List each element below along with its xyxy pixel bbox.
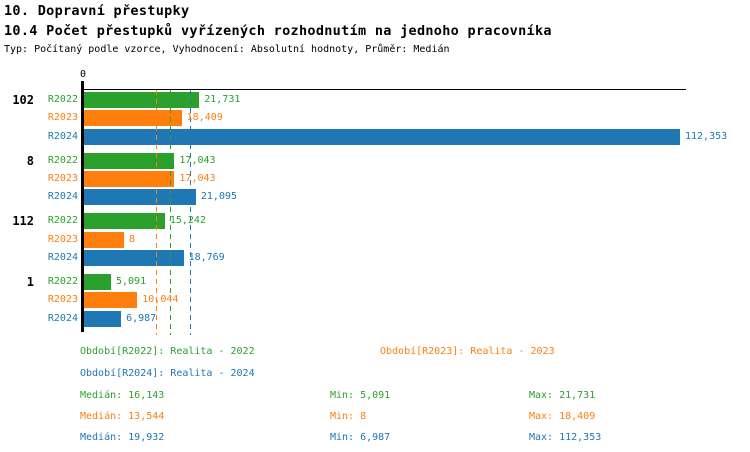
x-axis-line [81,89,686,90]
stat-max: Max: 18,409 [529,411,596,422]
bar [84,249,184,266]
chart-title: 10.4 Počet přestupků vyřízených rozhodnu… [4,23,552,39]
stat-max: Max: 21,731 [529,390,596,401]
series-row-label: R2024 [47,191,78,203]
bar-value-label: 112,353 [685,130,728,142]
y-axis-line [81,81,84,332]
bar [84,171,175,187]
category-label: 102 [12,93,34,107]
bar-value-label: 10,044 [142,294,179,306]
chart-subtitle: Typ: Počítaný podle vzorce, Vyhodnocení:… [4,44,450,55]
bar-value-label: 17,043 [179,154,216,166]
series-row-label: R2022 [47,276,78,287]
category-label: 1 [26,275,34,289]
stat-median: Medián: 13,544 [80,411,165,422]
bar [84,110,182,127]
category-label: 112 [12,214,34,229]
stat-median: Medián: 16,143 [80,390,165,401]
stat-min: Min: 6,987 [330,432,391,443]
series-row-label: R2023 [47,173,78,184]
series-row-label: R2023 [47,112,78,124]
bar-value-label: 21,731 [204,94,241,105]
legend-item: Období[R2023]: Realita - 2023 [380,346,555,357]
bar [84,128,680,145]
series-row-label: R2022 [47,215,78,227]
series-row-label: R2024 [47,130,78,142]
bar-value-label: 6,987 [126,312,157,324]
bar [84,231,124,248]
legend-item: Období[R2024]: Realita - 2024 [80,368,255,379]
category-label: 8 [26,153,34,168]
bar-value-label: 18,409 [186,112,223,124]
series-row-label: R2022 [47,154,78,166]
bar-value-label: 5,091 [116,276,147,287]
bar [84,152,175,169]
bar [84,189,196,206]
bar [84,310,122,327]
series-row-label: R2023 [47,233,78,245]
stat-median: Medián: 19,932 [80,432,165,443]
stat-min: Min: 5,091 [330,390,391,401]
median-gridline [169,90,171,335]
bar-value-label: 17,043 [179,173,216,184]
series-row-label: R2022 [47,94,78,105]
series-row-label: R2024 [47,312,78,324]
bar-value-label: 21,095 [200,191,238,203]
median-gridline [189,90,191,335]
bar [84,274,111,290]
bar-value-label: 15,242 [169,215,206,227]
legend-item: Období[R2022]: Realita - 2022 [80,346,255,357]
report-title: 10. Dopravní přestupky [4,3,190,19]
bar [84,292,138,309]
axis-zero-tick-label: 0 [79,69,87,80]
stat-max: Max: 112,353 [529,432,602,443]
series-row-label: R2024 [47,251,78,263]
median-gridline [155,90,157,335]
bar [84,213,165,230]
bar [84,92,200,108]
bar-value-label: 18,769 [188,251,225,263]
bar-value-label: 8 [129,233,136,245]
series-row-label: R2023 [47,294,78,306]
stat-min: Min: 8 [330,411,367,422]
